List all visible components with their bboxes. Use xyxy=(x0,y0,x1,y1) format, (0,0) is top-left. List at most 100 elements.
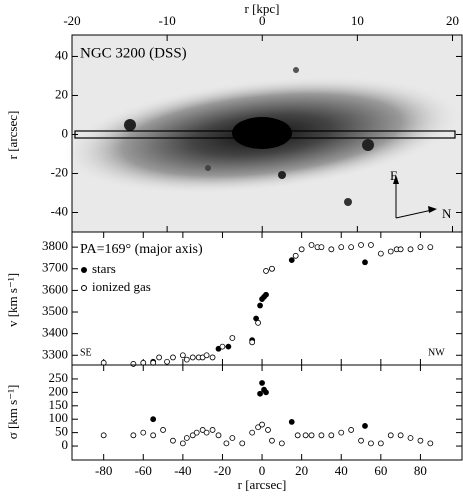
data-point xyxy=(199,427,206,433)
data-point xyxy=(338,429,345,436)
y-tick-label: 3600 xyxy=(42,281,68,296)
data-point xyxy=(278,440,285,447)
y-tick-label: 150 xyxy=(49,397,69,412)
data-point xyxy=(259,421,265,428)
data-point xyxy=(130,432,137,439)
x-tick-label: 20 xyxy=(295,463,308,478)
y-tick-label: 3700 xyxy=(42,260,68,275)
data-point xyxy=(223,440,230,447)
y-tick-label: 0 xyxy=(62,125,69,140)
data-point xyxy=(302,432,309,439)
x-tick-label: -20 xyxy=(63,13,80,28)
y-tick-label: 250 xyxy=(49,370,69,385)
x-tick-label: -10 xyxy=(158,13,175,28)
legend-marker xyxy=(81,267,87,273)
y-axis-label: σ [km s⁻¹] xyxy=(5,385,20,440)
data-point xyxy=(427,440,434,447)
y-tick-label: 100 xyxy=(49,410,69,425)
data-point xyxy=(328,246,335,253)
data-point xyxy=(368,440,374,447)
data-point xyxy=(263,268,269,274)
data-point xyxy=(239,440,246,447)
data-point xyxy=(362,259,368,266)
x-axis-label: r [arcsec] xyxy=(238,477,287,492)
data-point xyxy=(269,437,275,444)
annotation: E xyxy=(390,168,398,183)
y-tick-label: -20 xyxy=(51,164,68,179)
galaxy-image xyxy=(63,35,462,232)
data-point xyxy=(292,252,299,259)
x-tick-label: -60 xyxy=(135,463,152,478)
data-point xyxy=(156,354,163,361)
data-point xyxy=(130,361,137,367)
legend-label: stars xyxy=(92,261,116,276)
y-tick-label: 50 xyxy=(55,424,68,439)
x-tick-label: 10 xyxy=(351,13,364,28)
data-point xyxy=(249,339,256,346)
y-tick-label: 3300 xyxy=(42,346,68,361)
data-point xyxy=(160,427,166,433)
data-point xyxy=(387,248,394,255)
data-point xyxy=(377,250,384,257)
data-point xyxy=(229,435,236,441)
data-point xyxy=(257,302,263,309)
data-point xyxy=(417,437,424,444)
y-tick-label: -40 xyxy=(51,203,68,218)
annotation: NW xyxy=(428,347,445,358)
data-point xyxy=(203,429,210,436)
legend-label: ionized gas xyxy=(92,279,151,294)
y-axis-label: r [arcsec] xyxy=(5,111,20,160)
y-axis-label: v [km s⁻¹] xyxy=(5,273,20,327)
data-point xyxy=(269,265,275,272)
x-axis-label: r [kpc] xyxy=(244,1,279,16)
data-point xyxy=(397,432,404,439)
x-tick-label: 20 xyxy=(446,13,459,28)
data-point xyxy=(249,429,256,436)
panel-frame xyxy=(71,364,463,461)
data-point xyxy=(183,435,190,441)
data-point xyxy=(358,437,364,444)
y-tick-label: 3500 xyxy=(42,303,68,318)
data-point xyxy=(164,358,170,365)
data-point xyxy=(209,427,216,433)
annotation: SE xyxy=(80,347,92,358)
data-point xyxy=(407,435,414,441)
data-point xyxy=(288,418,295,425)
data-point xyxy=(263,389,269,396)
data-point xyxy=(368,242,374,248)
y-tick-label: 20 xyxy=(55,86,68,101)
data-point xyxy=(362,423,368,429)
data-point xyxy=(259,380,265,386)
data-point xyxy=(265,427,271,433)
data-point xyxy=(318,244,325,251)
data-point xyxy=(203,352,210,359)
data-point xyxy=(229,335,236,341)
data-point xyxy=(179,440,186,447)
data-point xyxy=(215,432,222,439)
data-point xyxy=(308,432,315,439)
panel-title: PA=169° (major axis) xyxy=(80,242,203,257)
y-tick-label: 40 xyxy=(55,47,68,62)
panel-title: NGC 3200 (DSS) xyxy=(80,45,187,61)
x-tick-label: 40 xyxy=(335,463,348,478)
data-point xyxy=(338,244,345,251)
data-point xyxy=(225,343,232,350)
x-tick-label: -20 xyxy=(214,463,231,478)
data-point xyxy=(328,432,335,439)
y-tick-label: 0 xyxy=(62,437,69,452)
x-tick-label: 0 xyxy=(259,13,266,28)
data-point xyxy=(298,246,305,253)
data-point xyxy=(397,246,404,253)
data-point xyxy=(288,257,295,264)
x-tick-label: -40 xyxy=(174,463,191,478)
y-tick-label: 200 xyxy=(49,383,69,398)
data-point xyxy=(255,319,261,326)
data-point xyxy=(100,432,107,439)
data-point xyxy=(189,354,196,361)
legend-marker xyxy=(81,285,87,291)
data-point xyxy=(183,356,190,363)
data-point xyxy=(308,242,315,248)
data-point xyxy=(189,432,196,439)
data-point xyxy=(170,354,176,361)
